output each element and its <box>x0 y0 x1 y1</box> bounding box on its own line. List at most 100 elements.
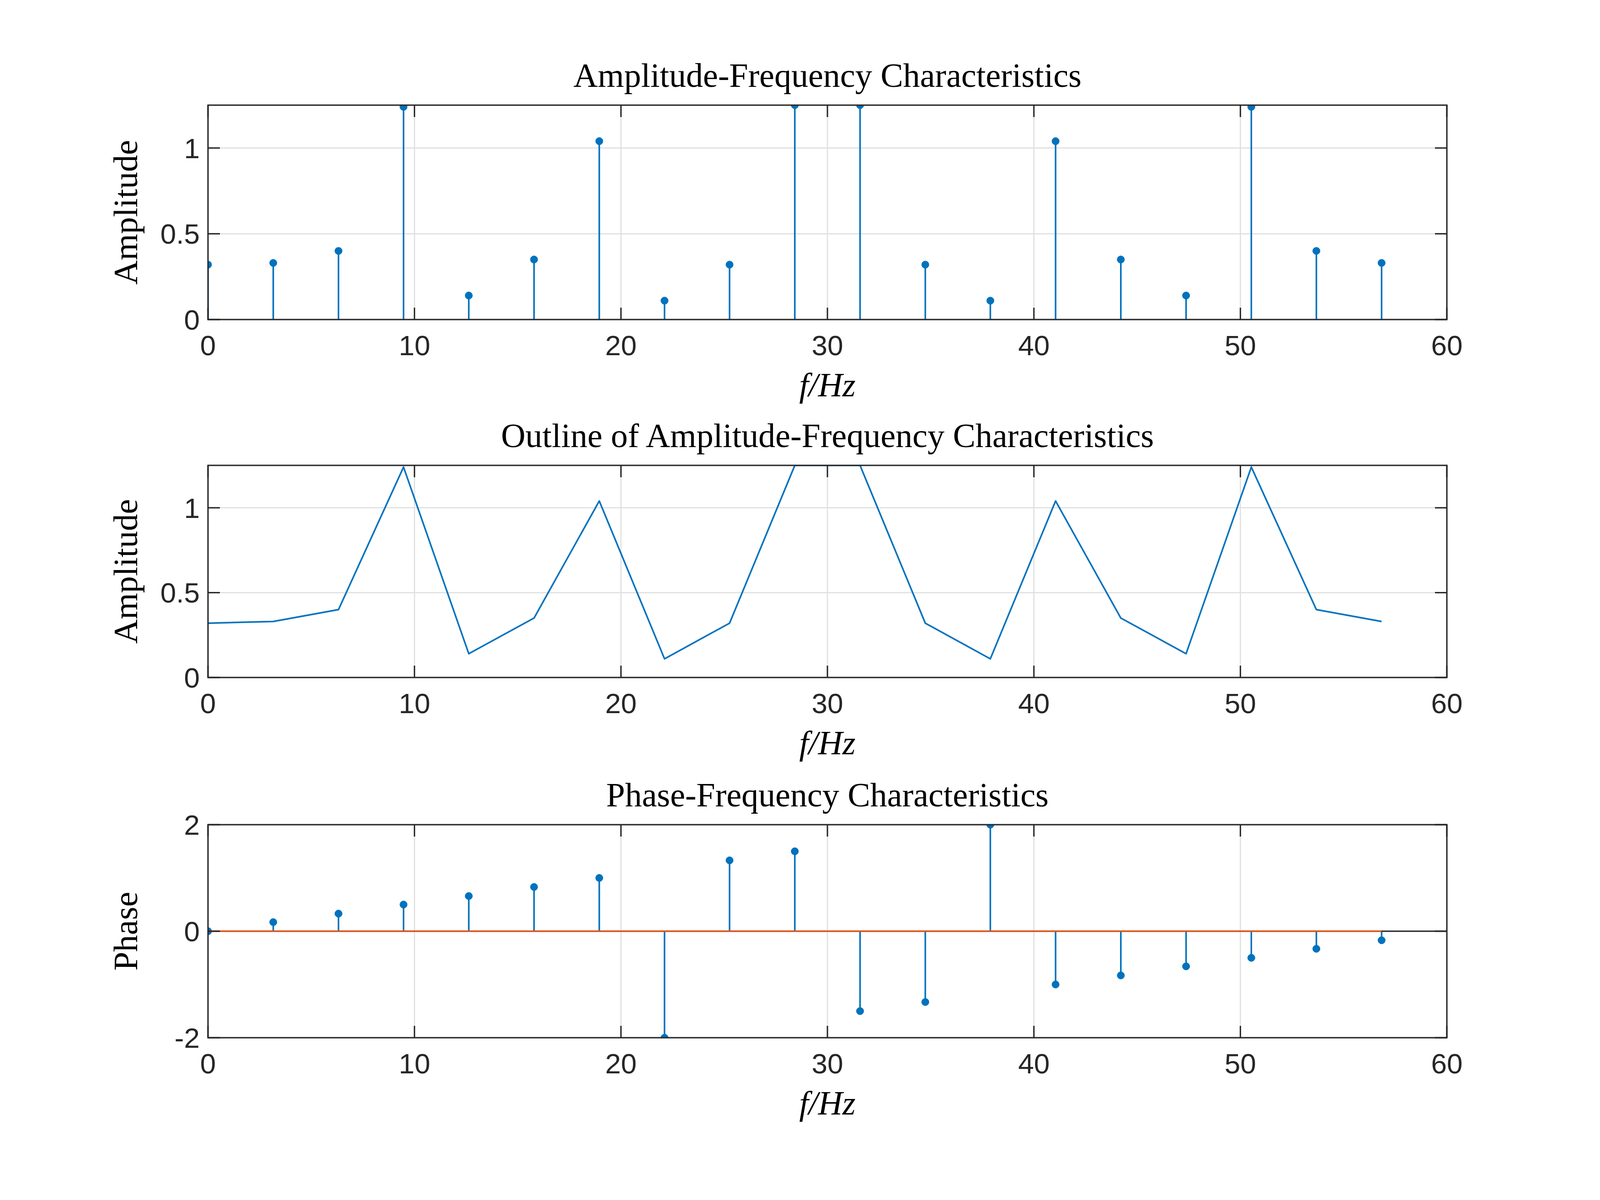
tick <box>1239 307 1242 320</box>
x-tick-label: 40 <box>1018 329 1050 362</box>
tick <box>1446 665 1448 678</box>
tick <box>1446 1025 1448 1038</box>
stem-marker <box>400 105 408 111</box>
tick <box>1446 465 1448 478</box>
line <box>208 465 1382 659</box>
y-tick-label: 0 <box>184 304 200 336</box>
x-tick-label: 0 <box>200 1047 216 1080</box>
stem <box>598 878 601 932</box>
x-tick-label: 20 <box>605 1047 637 1080</box>
tick <box>1239 1025 1242 1038</box>
grid-line <box>208 507 1447 509</box>
tick <box>413 665 416 678</box>
y-tick-label: 0.5 <box>160 218 200 250</box>
title: Amplitude-Frequency Characteristics <box>573 56 1082 95</box>
grid-line <box>620 105 622 320</box>
stem-marker <box>269 918 278 926</box>
tick <box>208 506 220 509</box>
stem <box>859 105 862 320</box>
tick <box>1239 665 1242 678</box>
tick <box>620 1025 622 1038</box>
x-tick-label: 0 <box>200 687 216 720</box>
stem-baseline <box>208 930 1382 933</box>
tick <box>207 307 209 320</box>
stem-marker <box>1377 936 1386 944</box>
stem <box>728 264 731 320</box>
stem-marker <box>725 261 734 269</box>
stem <box>1185 931 1188 967</box>
zero-line <box>1381 930 1447 933</box>
stem-marker <box>1312 944 1321 953</box>
y-axis-label: Amplitude <box>106 499 145 645</box>
stem-marker <box>1377 259 1386 267</box>
stem-marker <box>334 247 342 255</box>
tick <box>208 1037 220 1039</box>
stem-marker <box>661 297 669 305</box>
tick <box>1434 506 1447 509</box>
y-tick-label: 2 <box>184 809 200 841</box>
x-axis-label: f/Hz <box>799 366 856 404</box>
tick <box>208 147 220 149</box>
tick <box>1033 105 1035 118</box>
tick <box>1239 105 1242 118</box>
tick <box>1446 105 1448 118</box>
grid-line <box>1033 105 1035 320</box>
tick <box>1434 824 1447 826</box>
tick <box>208 233 220 235</box>
tick <box>620 824 622 837</box>
tick <box>207 824 209 837</box>
plot-area <box>208 824 1447 1038</box>
stem-marker <box>530 256 538 264</box>
x-tick-label: 0 <box>200 329 216 362</box>
stem-marker <box>1247 954 1255 962</box>
tick <box>208 677 220 679</box>
tick <box>1239 824 1242 837</box>
axes-frame <box>208 465 1447 678</box>
stem <box>989 824 992 932</box>
data-layer <box>208 465 1382 659</box>
tick <box>620 307 622 320</box>
tick <box>620 665 622 678</box>
stem <box>1054 931 1057 985</box>
stem <box>728 860 731 932</box>
stem-marker <box>334 910 342 918</box>
grid-line <box>1239 105 1242 320</box>
subplot: 010203040506000.51Outline of Amplitude-F… <box>106 416 1463 762</box>
x-tick-label: 50 <box>1224 687 1257 720</box>
y-axis-label: Amplitude <box>106 139 145 285</box>
subplot: 0102030405060-202Phase-Frequency Charact… <box>106 776 1463 1122</box>
stem-marker <box>595 137 603 145</box>
tick <box>413 105 416 118</box>
stem <box>794 851 796 932</box>
tick <box>1434 147 1447 149</box>
data-layer <box>208 105 1386 320</box>
tick <box>1033 307 1035 320</box>
stem-marker <box>1117 256 1125 264</box>
stem <box>859 931 862 1012</box>
tick <box>207 1025 209 1038</box>
tick <box>826 1025 829 1038</box>
x-tick-label: 40 <box>1018 1047 1050 1080</box>
x-tick-label: 20 <box>605 687 637 720</box>
stem <box>533 886 535 932</box>
tick <box>826 665 829 678</box>
y-tick-label: 0 <box>184 915 200 948</box>
tick <box>1434 592 1447 594</box>
tick <box>1446 307 1448 320</box>
stem-marker <box>921 261 929 269</box>
tick <box>1033 1025 1035 1038</box>
x-tick-label: 40 <box>1018 687 1050 720</box>
grid-line <box>620 465 622 678</box>
tick <box>826 824 829 837</box>
stem-marker <box>464 892 473 900</box>
x-tick-label: 10 <box>398 1047 431 1080</box>
tick <box>208 930 220 933</box>
tick <box>826 307 829 320</box>
x-tick-label: 10 <box>398 329 431 362</box>
tick <box>1446 824 1448 837</box>
x-tick-label: 30 <box>811 1047 844 1080</box>
tick <box>413 824 416 837</box>
stem <box>272 262 275 320</box>
tick <box>413 465 416 478</box>
plot-area <box>208 465 1447 678</box>
